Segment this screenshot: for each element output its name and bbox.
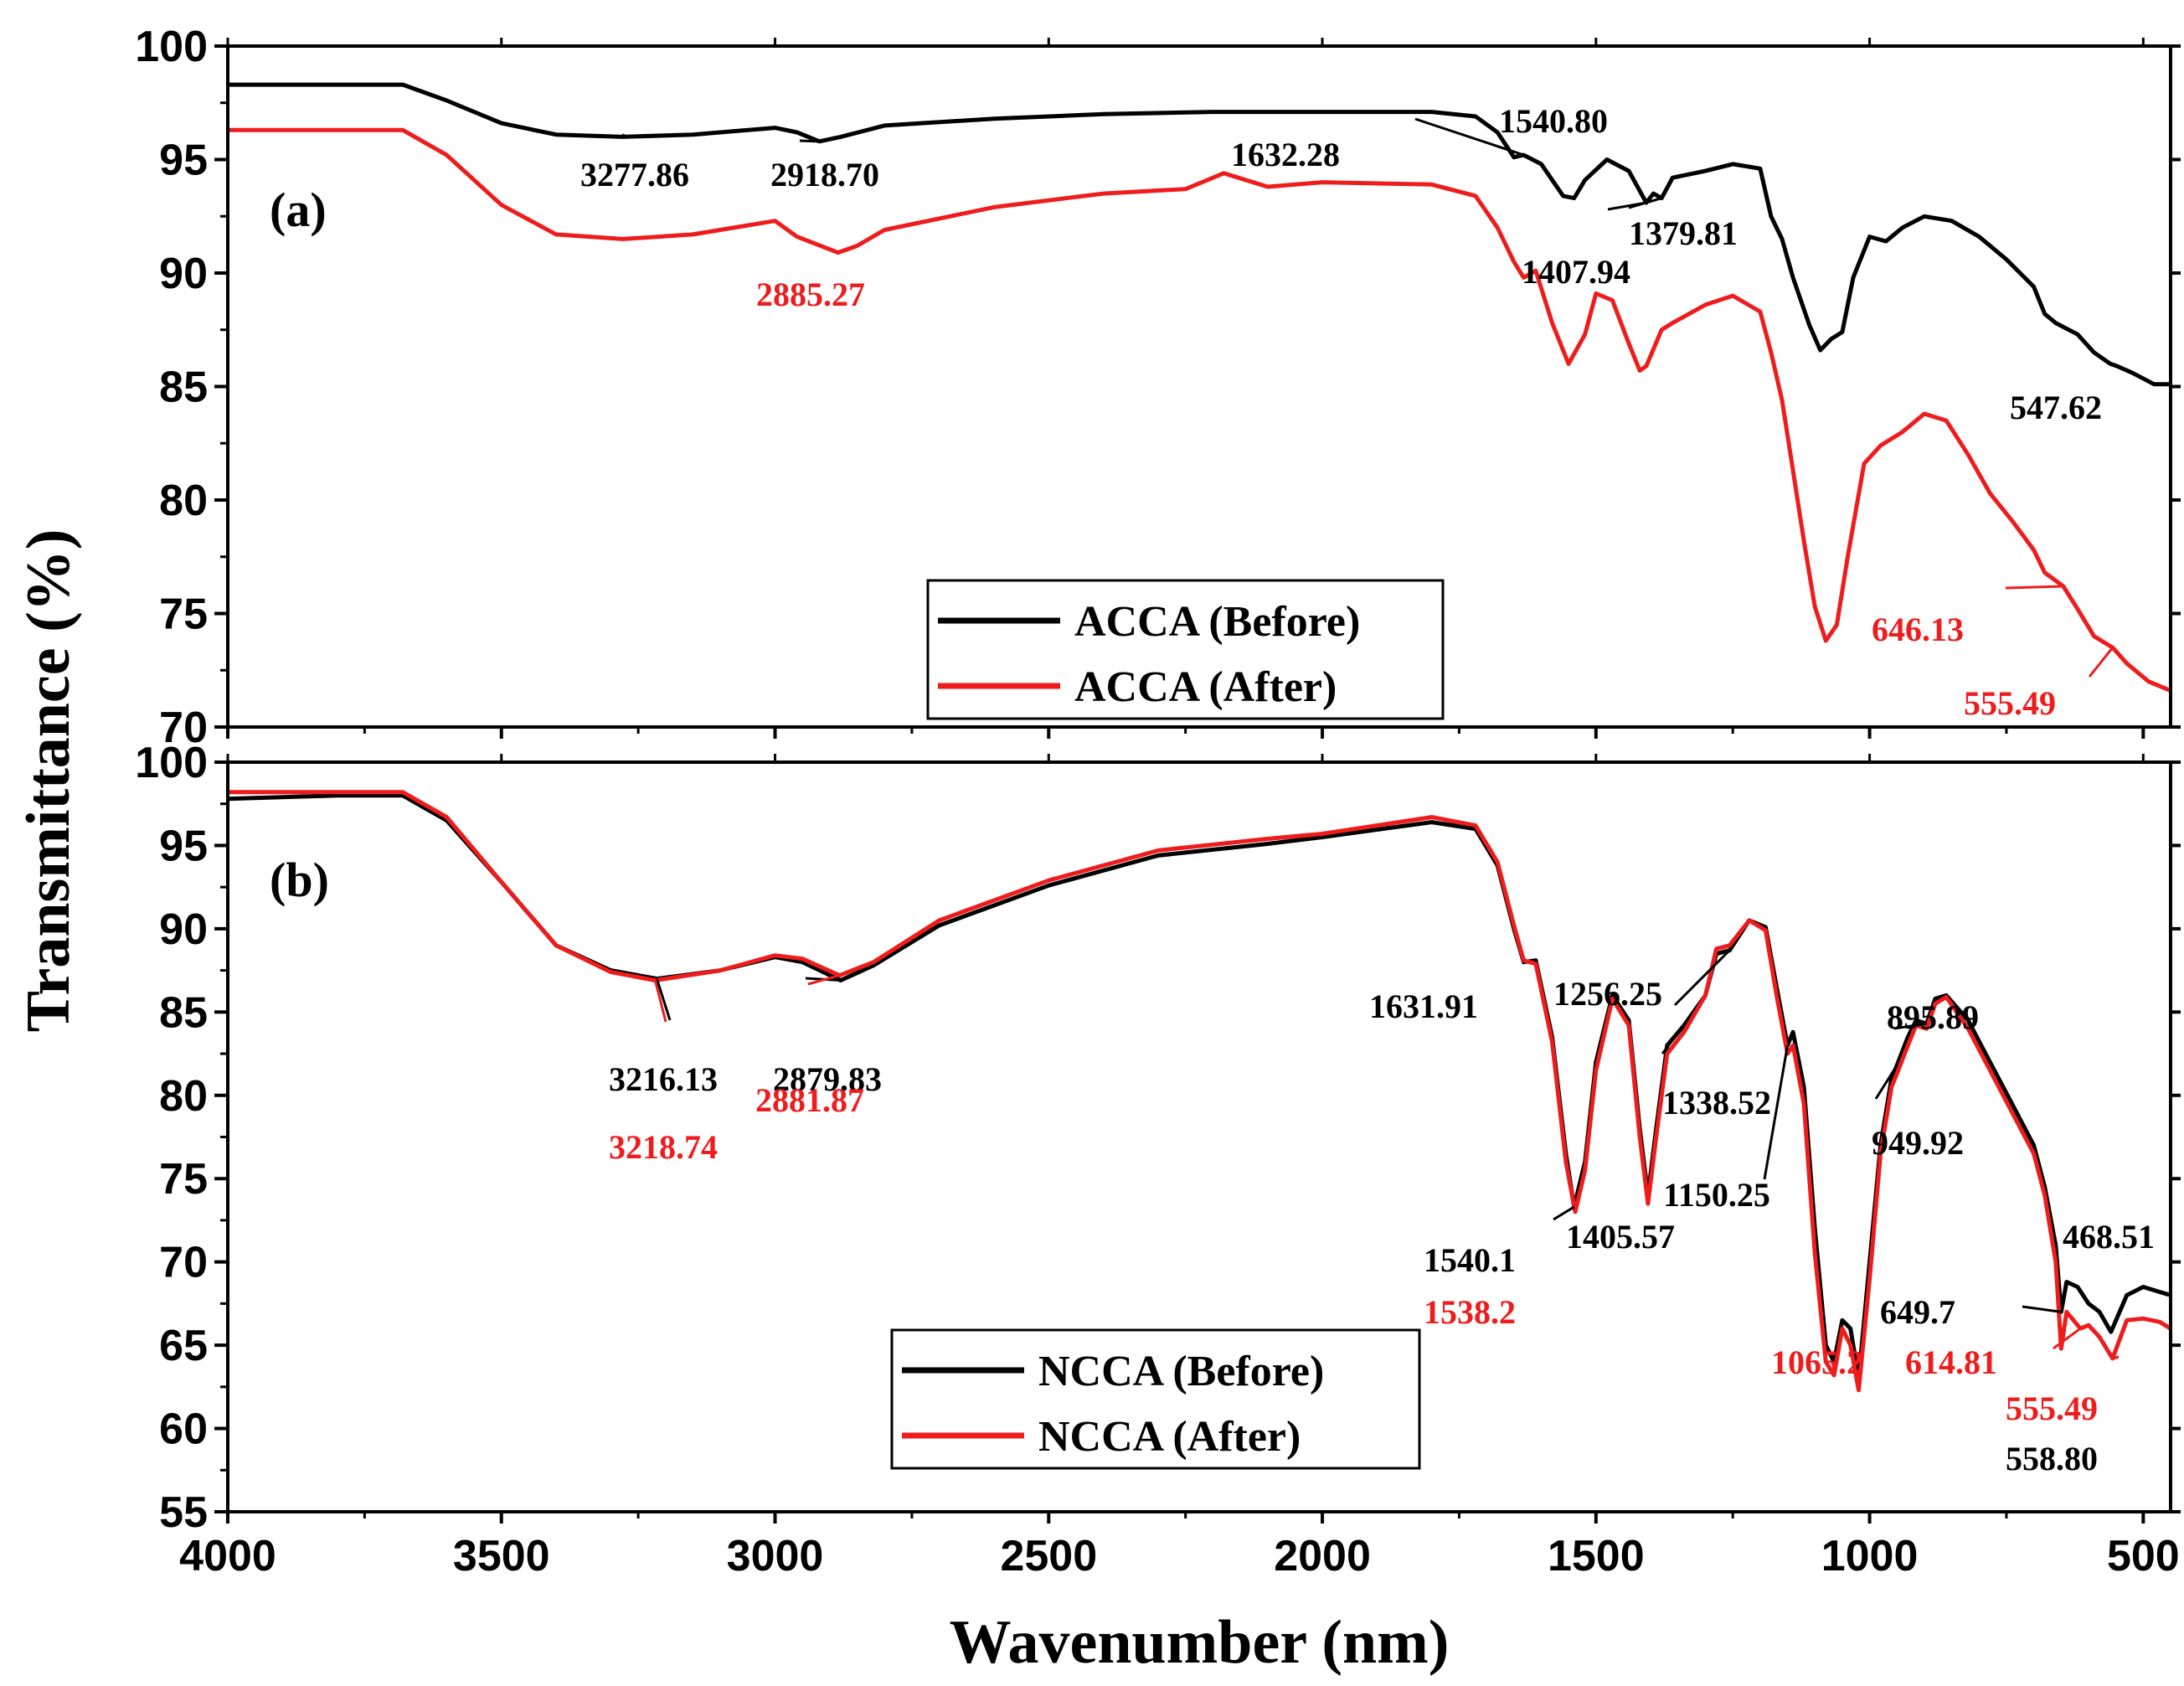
series-line-acca-after (228, 127, 2171, 693)
series-line-ncca-before (227, 793, 2171, 1381)
peak-leader-line (2053, 1328, 2082, 1350)
legend-box (926, 579, 1445, 720)
peak-leader-line (621, 133, 626, 137)
peak-label-1540-1: 1540.1 (1424, 1241, 1516, 1279)
y-tick-label: 65 (159, 1322, 208, 1370)
x-tick-label: 3500 (453, 1532, 550, 1580)
peak-leader-line (655, 978, 672, 1021)
peak-label-558-80: 558.80 (2006, 1440, 2098, 1477)
y-tick-label: 70 (159, 1239, 208, 1287)
peak-leader-line (1673, 949, 1731, 1007)
y-tick-label: 100 (135, 739, 208, 787)
y-tick-label: 95 (159, 137, 208, 185)
peak-label-1405-57: 1405.57 (1566, 1218, 1675, 1255)
series-layer (227, 82, 2172, 1393)
y-tick-label: 90 (159, 250, 208, 298)
x-tick-label: 2500 (1000, 1532, 1097, 1580)
y-tick-label: 75 (159, 1155, 208, 1204)
y-tick-label: 100 (135, 23, 208, 71)
peak-label-3216-13: 3216.13 (609, 1060, 718, 1098)
peak-leader-line (2005, 585, 2063, 590)
peak-label-895-89: 895.89 (1887, 998, 1979, 1036)
y-tick-label: 80 (159, 1072, 208, 1121)
x-tick-label: 2000 (1274, 1532, 1371, 1580)
peak-label-614-81: 614.81 (1905, 1343, 1997, 1381)
leader-line-layer (621, 117, 2120, 1360)
y-axis-title: Transmittance (%) (14, 529, 83, 1033)
panel-label: (a) (270, 183, 327, 237)
x-tick-label: 500 (2107, 1532, 2180, 1580)
peak-leader-line (1607, 201, 1647, 211)
peak-label-2879-83: 2879.83 (773, 1060, 882, 1098)
y-tick-label: 85 (159, 363, 208, 412)
series-line-ncca-after (228, 790, 2172, 1393)
peak-leader-line (1874, 1065, 1898, 1100)
peak-leader-line (2112, 1355, 2120, 1360)
peak-label-2885-27: 2885.27 (756, 276, 865, 313)
panel-label: (b) (270, 853, 329, 907)
peak-label-649-7: 649.7 (1880, 1293, 1955, 1331)
peak-label-2881-87: 2881.87 (755, 1081, 864, 1119)
peak-label-1540-80: 1540.80 (1499, 102, 1608, 140)
peak-label-1338-52: 1338.52 (1662, 1084, 1771, 1121)
peak-label-949-92: 949.92 (1872, 1124, 1964, 1162)
peak-label-1538-2: 1538.2 (1424, 1293, 1516, 1331)
peak-label-2918-70: 2918.70 (770, 156, 879, 193)
peak-leader-line (807, 974, 841, 986)
peak-label-3218-74: 3218.74 (609, 1128, 718, 1166)
peak-label-1256-25: 1256.25 (1553, 975, 1662, 1013)
legend-label: ACCA (Before) (1074, 598, 1360, 646)
text-layer: 100 95 90 85 80 75 70 (a) ACCA (Before) ACCA (Aft… (14, 23, 2180, 1677)
peak-leader-line (1414, 117, 1525, 157)
x-tick-label: 3000 (727, 1532, 824, 1580)
y-tick-label: 75 (159, 590, 208, 639)
legend-box (890, 1328, 1421, 1470)
peak-label-547-62: 547.62 (2010, 389, 2102, 426)
peak-leader-line (1553, 1205, 1575, 1221)
frame-layer (214, 38, 2181, 1524)
legend-label: ACCA (After) (1074, 663, 1337, 711)
peak-label-468-51: 468.51 (2063, 1218, 2155, 1255)
y-tick-label: 85 (159, 988, 208, 1037)
y-tick-label: 55 (159, 1488, 208, 1537)
peak-label-646-13: 646.13 (1872, 611, 1964, 648)
peak-label-1631-91: 1631.91 (1369, 987, 1478, 1025)
peak-leader-line (799, 139, 820, 143)
y-tick-label: 95 (159, 822, 208, 870)
x-tick-label: 1000 (1821, 1532, 1919, 1580)
peak-leader-line (807, 240, 839, 255)
y-tick-label: 90 (159, 905, 208, 954)
legend-label: NCCA (Before) (1038, 1348, 1324, 1395)
peak-label-1065-2: 1065.2 (1771, 1343, 1863, 1381)
peak-leader-line (2022, 1305, 2062, 1313)
peak-label-1379-81: 1379.81 (1629, 214, 1738, 252)
peak-label-1407-94: 1407.94 (1522, 253, 1630, 291)
peak-leader-line (653, 980, 667, 1023)
peak-label-3277-86: 3277.86 (580, 156, 689, 193)
peak-label-1150-25: 1150.25 (1663, 1176, 1770, 1214)
y-tick-label: 60 (159, 1405, 208, 1454)
x-tick-label: 4000 (179, 1532, 276, 1580)
peak-label-555-49: 555.49 (2006, 1390, 2098, 1427)
peak-label-555-49: 555.49 (1964, 684, 2056, 722)
legend-label: NCCA (After) (1038, 1413, 1301, 1461)
peak-leader-line (1661, 1024, 1686, 1054)
series-line-acca-before (228, 82, 2171, 387)
peak-leader-line (2088, 647, 2114, 678)
x-tick-label: 1500 (1548, 1532, 1645, 1580)
x-axis-title: Wavenumber (nm) (950, 1608, 1450, 1677)
peak-leader-line (1893, 1022, 1927, 1030)
peak-label-1632-28: 1632.28 (1231, 136, 1340, 173)
y-tick-label: 80 (159, 477, 208, 525)
y-tick-label: 70 (159, 704, 208, 752)
peak-leader-line (1763, 1044, 1790, 1180)
